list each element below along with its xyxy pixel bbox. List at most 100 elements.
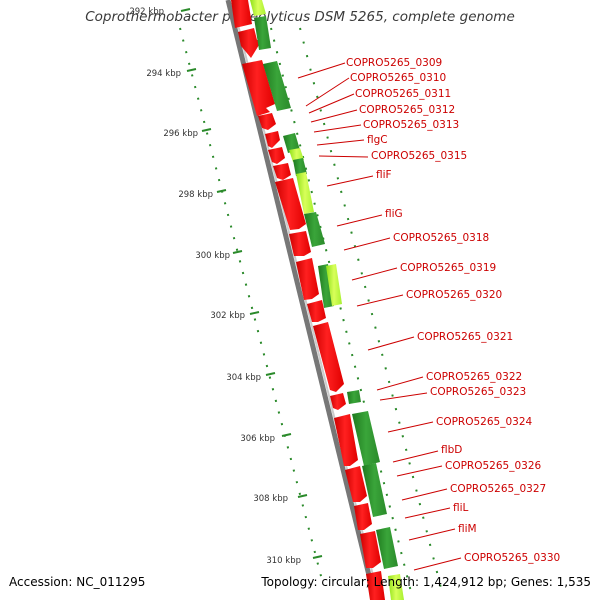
- leader-line: [367, 336, 415, 351]
- leader-line: [305, 77, 350, 107]
- gene-label: fliM: [458, 523, 477, 535]
- gene-label: COPRO5265_0311: [355, 88, 451, 100]
- gene-label: COPRO5265_0330: [464, 552, 560, 564]
- leader-line: [379, 392, 428, 401]
- accession-text: Accession: NC_011295: [9, 575, 146, 589]
- gene-label: COPRO5265_0309: [346, 57, 442, 69]
- gene-label: COPRO5265_0318: [393, 232, 489, 244]
- gene-label: fliF: [376, 169, 392, 181]
- gene-arrow: [275, 178, 306, 230]
- gene-arrow: [366, 571, 385, 600]
- leader-line: [387, 421, 434, 433]
- gene-block: [296, 172, 314, 214]
- leader-line: [356, 294, 404, 307]
- gene-label: COPRO5265_0310: [350, 72, 446, 84]
- gene-arrow: [242, 60, 275, 116]
- gene-block: [376, 527, 398, 569]
- gene-block: [326, 264, 342, 306]
- gene-arrow: [268, 147, 285, 164]
- gene-arrow: [313, 322, 344, 392]
- genome-summary-text: Topology: circular; Length: 1,424,912 bp…: [261, 575, 591, 589]
- leader-line: [343, 237, 391, 251]
- inner-dotted-ring: [270, 27, 413, 597]
- map-title: Coprothermobacter proteolyticus DSM 5265…: [85, 9, 515, 25]
- scale-label: 300 kbp: [195, 251, 230, 261]
- gene-label: COPRO5265_0321: [417, 331, 513, 343]
- leader-line: [316, 139, 365, 146]
- scale-label: 304 kbp: [226, 373, 261, 383]
- gene-label: COPRO5265_0319: [400, 262, 496, 274]
- gene-label: COPRO5265_0322: [426, 371, 522, 383]
- scale-tick: [216, 189, 227, 193]
- gene-label: COPRO5265_0326: [445, 460, 542, 472]
- leader-line: [408, 528, 456, 541]
- gene-block: [263, 61, 291, 111]
- gene-block: [289, 148, 304, 162]
- scale-label: 296 kbp: [163, 129, 198, 139]
- gene-block: [347, 390, 361, 404]
- gene-arrow: [258, 113, 276, 130]
- gene-arrow: [273, 163, 291, 180]
- scale-tick: [180, 8, 191, 12]
- scale-label: 292 kbp: [129, 7, 164, 17]
- gene-label: fliG: [385, 208, 403, 220]
- scale-tick: [312, 555, 323, 559]
- leader-line: [313, 124, 362, 133]
- gene-label: fliL: [453, 502, 469, 514]
- gene-arrow: [307, 300, 326, 322]
- gene-arrow: [238, 28, 262, 58]
- gene-label: COPRO5265_0324: [436, 416, 533, 428]
- leader-line: [404, 507, 451, 519]
- gene-arrow: [330, 393, 346, 410]
- scale-tick: [297, 494, 308, 498]
- scale-tick: [232, 250, 243, 254]
- scale-tick: [201, 128, 212, 132]
- gene-arrow: [360, 531, 381, 568]
- leader-line: [401, 488, 448, 501]
- gene-label: COPRO5265_0315: [371, 150, 467, 162]
- forward-strand-genes: [231, 0, 385, 600]
- leader-line: [392, 450, 439, 463]
- leader-line: [326, 175, 374, 187]
- gene-block: [388, 574, 404, 600]
- gene-arrow: [296, 258, 319, 300]
- leader-line: [413, 557, 462, 571]
- gene-block: [293, 158, 307, 176]
- gene-label: COPRO5265_0313: [363, 119, 459, 131]
- gene-arrow: [231, 0, 252, 28]
- gene-label: COPRO5265_0323: [430, 386, 526, 398]
- scale-tick: [265, 372, 276, 376]
- gene-arrow: [354, 503, 372, 530]
- leader-line: [310, 109, 358, 123]
- leader-line: [297, 62, 346, 79]
- scale-tick: [281, 433, 292, 437]
- gene-label: COPRO5265_0312: [359, 104, 455, 116]
- leader-line: [396, 465, 443, 477]
- gene-block: [304, 212, 325, 247]
- gene-block: [318, 264, 334, 308]
- scale-label: 308 kbp: [253, 494, 288, 504]
- gene-arrow: [265, 131, 280, 148]
- gene-label: COPRO5265_0320: [406, 289, 502, 301]
- reverse-strand-genes: [250, 0, 404, 600]
- scale-label: 302 kbp: [210, 311, 245, 321]
- scale-tick: [186, 68, 197, 72]
- gene-arrow: [334, 414, 358, 466]
- gene-label: flgC: [367, 134, 388, 146]
- leader-line: [318, 155, 369, 158]
- gene-label: COPRO5265_0327: [450, 483, 546, 495]
- leader-line: [351, 267, 398, 281]
- gene-arrow: [289, 231, 311, 256]
- scale-label: 294 kbp: [146, 69, 181, 79]
- gene-arrow: [345, 466, 367, 502]
- gene-label: flbD: [441, 444, 462, 456]
- leader-line: [336, 214, 383, 227]
- gene-labels: COPRO5265_0309 COPRO5265_0310 COPRO5265_…: [297, 57, 560, 571]
- leader-line: [308, 93, 355, 114]
- scale: 292 kbp 294 kbp 296 kbp 298 kbp 300 kbp …: [129, 7, 323, 566]
- scale-label: 310 kbp: [266, 556, 301, 566]
- gene-block: [362, 463, 387, 517]
- gene-block: [250, 0, 266, 16]
- scale-label: 306 kbp: [240, 434, 275, 444]
